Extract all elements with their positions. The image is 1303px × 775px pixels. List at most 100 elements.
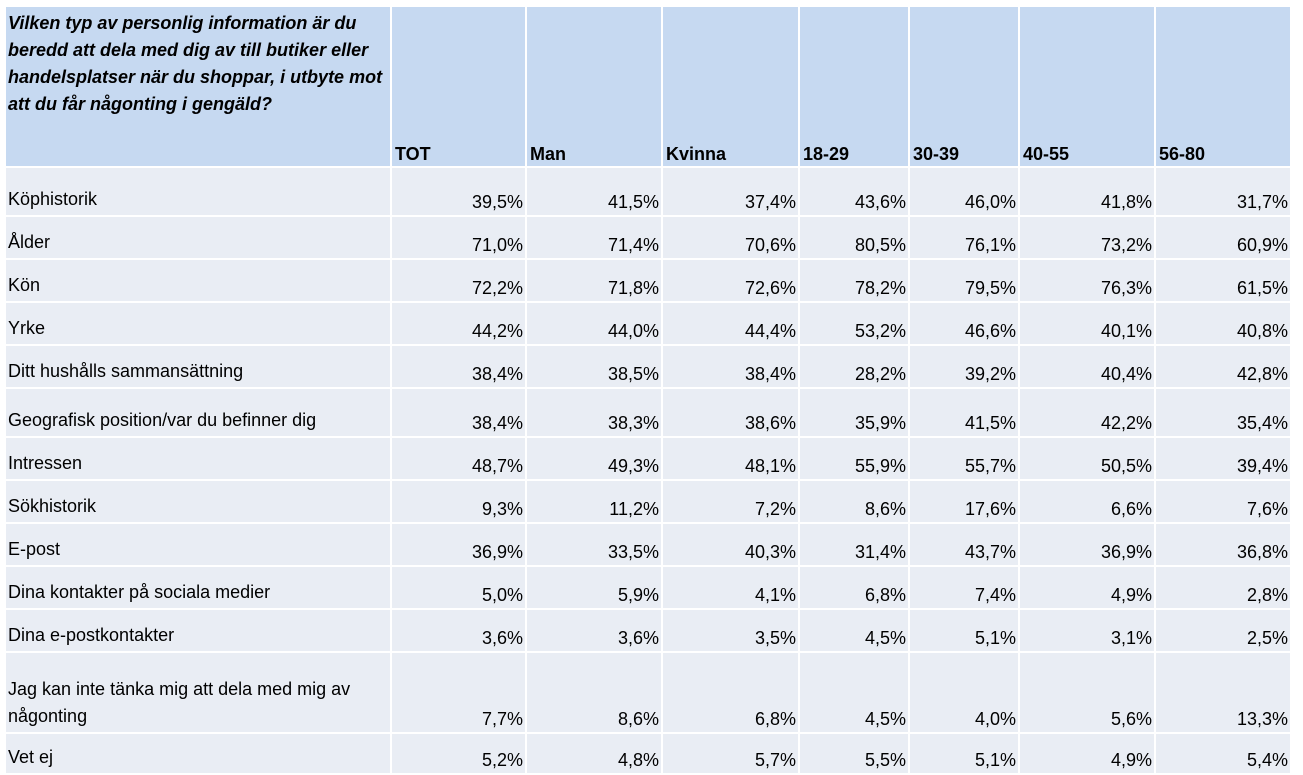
column-header: 30-39 <box>910 7 1018 166</box>
value-cell: 13,3% <box>1156 653 1290 732</box>
value-cell: 5,0% <box>392 567 525 608</box>
table-row: Yrke 44,2% 44,0% 44,4% 53,2% 46,6% 40,1% 40,8% <box>6 303 1290 344</box>
value-cell: 4,9% <box>1020 734 1154 773</box>
value-cell: 5,1% <box>910 734 1018 773</box>
table-row: Ålder 71,0% 71,4% 70,6% 80,5% 76,1% 73,2% 60,9% <box>6 217 1290 258</box>
value-cell: 35,9% <box>800 389 908 436</box>
value-cell: 7,4% <box>910 567 1018 608</box>
value-cell: 41,5% <box>527 168 661 215</box>
value-cell: 5,7% <box>663 734 798 773</box>
column-header: TOT <box>392 7 525 166</box>
value-cell: 9,3% <box>392 481 525 522</box>
value-cell: 60,9% <box>1156 217 1290 258</box>
value-cell: 28,2% <box>800 346 908 387</box>
column-header: Man <box>527 7 661 166</box>
value-cell: 8,6% <box>527 653 661 732</box>
table-row: Köphistorik 39,5% 41,5% 37,4% 43,6% 46,0% 41,8… <box>6 168 1290 215</box>
value-cell: 4,8% <box>527 734 661 773</box>
value-cell: 37,4% <box>663 168 798 215</box>
value-cell: 73,2% <box>1020 217 1154 258</box>
value-cell: 3,5% <box>663 610 798 651</box>
value-cell: 17,6% <box>910 481 1018 522</box>
table-row: Intressen 48,7% 49,3% 48,1% 55,9% 55,7% 50,5% 3… <box>6 438 1290 479</box>
value-cell: 55,9% <box>800 438 908 479</box>
value-cell: 80,5% <box>800 217 908 258</box>
row-label: Kön <box>6 260 390 301</box>
value-cell: 53,2% <box>800 303 908 344</box>
value-cell: 38,5% <box>527 346 661 387</box>
table-row: Sökhistorik 9,3% 11,2% 7,2% 8,6% 17,6% 6,6% 7,6… <box>6 481 1290 522</box>
value-cell: 38,4% <box>663 346 798 387</box>
value-cell: 41,8% <box>1020 168 1154 215</box>
header-row: Vilken typ av personlig information är d… <box>6 7 1290 166</box>
value-cell: 7,2% <box>663 481 798 522</box>
table-row: E-post 36,9% 33,5% 40,3% 31,4% 43,7% 36,9% 36,8… <box>6 524 1290 565</box>
table-row: Ditt hushålls sammansättning 38,4% 38,5% 38… <box>6 346 1290 387</box>
value-cell: 78,2% <box>800 260 908 301</box>
value-cell: 5,5% <box>800 734 908 773</box>
question-header: Vilken typ av personlig information är d… <box>6 7 390 166</box>
value-cell: 43,7% <box>910 524 1018 565</box>
value-cell: 3,1% <box>1020 610 1154 651</box>
value-cell: 40,3% <box>663 524 798 565</box>
value-cell: 49,3% <box>527 438 661 479</box>
value-cell: 40,1% <box>1020 303 1154 344</box>
value-cell: 2,5% <box>1156 610 1290 651</box>
value-cell: 44,4% <box>663 303 798 344</box>
value-cell: 5,1% <box>910 610 1018 651</box>
row-label: Intressen <box>6 438 390 479</box>
value-cell: 4,1% <box>663 567 798 608</box>
value-cell: 4,9% <box>1020 567 1154 608</box>
table-row: Geografisk position/var du befinner dig 3… <box>6 389 1290 436</box>
value-cell: 2,8% <box>1156 567 1290 608</box>
value-cell: 5,4% <box>1156 734 1290 773</box>
value-cell: 41,5% <box>910 389 1018 436</box>
value-cell: 72,2% <box>392 260 525 301</box>
column-header: Kvinna <box>663 7 798 166</box>
row-label: Ålder <box>6 217 390 258</box>
table-row: Dina e-postkontakter 3,6% 3,6% 3,5% 4,5% 5,1%… <box>6 610 1290 651</box>
value-cell: 33,5% <box>527 524 661 565</box>
row-label: Yrke <box>6 303 390 344</box>
value-cell: 79,5% <box>910 260 1018 301</box>
value-cell: 5,6% <box>1020 653 1154 732</box>
value-cell: 3,6% <box>527 610 661 651</box>
value-cell: 50,5% <box>1020 438 1154 479</box>
value-cell: 71,8% <box>527 260 661 301</box>
value-cell: 48,1% <box>663 438 798 479</box>
value-cell: 44,2% <box>392 303 525 344</box>
value-cell: 7,7% <box>392 653 525 732</box>
column-header: 18-29 <box>800 7 908 166</box>
value-cell: 7,6% <box>1156 481 1290 522</box>
value-cell: 71,4% <box>527 217 661 258</box>
value-cell: 48,7% <box>392 438 525 479</box>
value-cell: 71,0% <box>392 217 525 258</box>
value-cell: 6,8% <box>800 567 908 608</box>
value-cell: 38,4% <box>392 389 525 436</box>
value-cell: 40,8% <box>1156 303 1290 344</box>
value-cell: 42,2% <box>1020 389 1154 436</box>
value-cell: 5,9% <box>527 567 661 608</box>
value-cell: 3,6% <box>392 610 525 651</box>
value-cell: 39,5% <box>392 168 525 215</box>
value-cell: 40,4% <box>1020 346 1154 387</box>
survey-table-container: Vilken typ av personlig information är d… <box>4 5 1292 775</box>
table-row: Jag kan inte tänka mig att dela med mig … <box>6 653 1290 732</box>
value-cell: 36,9% <box>392 524 525 565</box>
value-cell: 36,9% <box>1020 524 1154 565</box>
value-cell: 38,6% <box>663 389 798 436</box>
table-row: Kön 72,2% 71,8% 72,6% 78,2% 79,5% 76,3% 61,5% <box>6 260 1290 301</box>
table-row: Dina kontakter på sociala medier 5,0% 5,9%… <box>6 567 1290 608</box>
row-label: Ditt hushålls sammansättning <box>6 346 390 387</box>
table-row: Vet ej 5,2% 4,8% 5,7% 5,5% 5,1% 4,9% 5,4% <box>6 734 1290 773</box>
row-label: Sökhistorik <box>6 481 390 522</box>
row-label: E-post <box>6 524 390 565</box>
value-cell: 38,3% <box>527 389 661 436</box>
value-cell: 42,8% <box>1156 346 1290 387</box>
value-cell: 76,1% <box>910 217 1018 258</box>
row-label: Jag kan inte tänka mig att dela med mig … <box>6 653 390 732</box>
row-label: Geografisk position/var du befinner dig <box>6 389 390 436</box>
value-cell: 5,2% <box>392 734 525 773</box>
value-cell: 72,6% <box>663 260 798 301</box>
value-cell: 43,6% <box>800 168 908 215</box>
